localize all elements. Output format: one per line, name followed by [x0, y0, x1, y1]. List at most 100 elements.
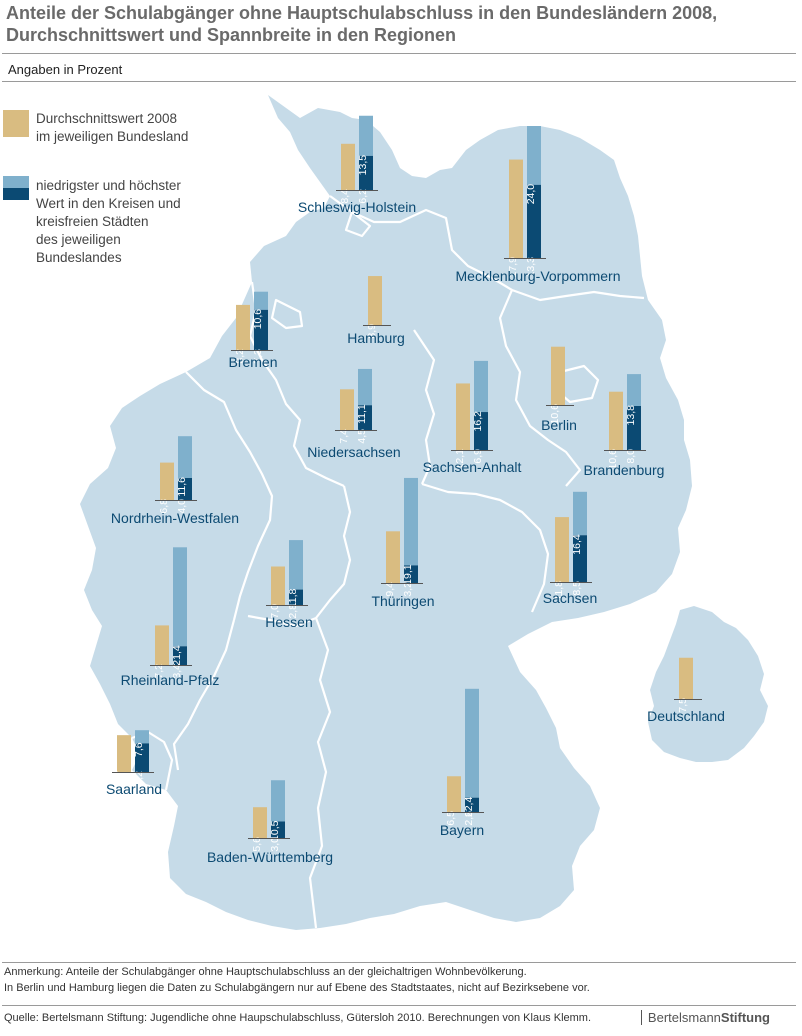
legend-range-line-1: niedrigster und höchster — [36, 178, 181, 193]
bar-minimum-hessen — [289, 589, 303, 605]
region-label-niedersachsen: Niedersachsen — [307, 444, 400, 460]
border-north-belt — [329, 195, 645, 302]
bar-minimum-sachsen-anhalt — [474, 412, 488, 450]
bar-average-bayern — [447, 776, 461, 812]
value-average-deutschland: 7,5 — [677, 698, 689, 713]
bar-maximum-niedersachsen — [358, 368, 372, 406]
bar-minimum-rheinland-pfalz — [173, 646, 187, 665]
bar-minimum-nordrhein-westfalen — [178, 478, 192, 500]
border-bayern-bw — [308, 617, 332, 929]
border-hamburg — [344, 210, 372, 238]
value-minimum-sachsen-anhalt: 6,9 — [472, 449, 484, 464]
bar-average-sachsen-anhalt — [456, 383, 470, 450]
value-average-niedersachsen: 7,4 — [338, 429, 350, 444]
value-maximum-nordrhein-westfalen: 11,6 — [176, 477, 188, 497]
region-label-mecklenburg-vorpommern: Mecklenburg-Vorpommern — [456, 268, 621, 284]
value-average-schleswig-holstein: 8,4 — [339, 189, 351, 204]
value-maximum-sachsen-anhalt: 16,2 — [472, 411, 484, 432]
bar-maximum-mecklenburg-vorpommern — [527, 126, 541, 185]
bar-maximum-nordrhein-westfalen — [178, 436, 192, 478]
legend-min-swatch — [3, 188, 29, 200]
bar-maximum-saarland — [135, 730, 149, 744]
legend-average-label: Durchschnittswert 2008 im jeweiligen Bun… — [36, 110, 188, 146]
bar-maximum-sachsen-anhalt — [474, 360, 488, 413]
value-minimum-saarland: 5,2 — [133, 771, 145, 786]
chart-subtitle: Angaben in Prozent — [8, 62, 123, 77]
region-label-rheinland-pfalz: Rheinland-Pfalz — [121, 672, 220, 688]
value-minimum-schleswig-holstein: 6,2 — [357, 189, 369, 204]
bar-maximum-sachsen — [573, 491, 587, 536]
border-niedersachsen-nrw — [248, 281, 345, 488]
value-maximum-mecklenburg-vorpommern: 24,0 — [525, 184, 537, 205]
brand-name-part-1: Bertelsmann — [647, 1010, 721, 1025]
region-label-bayern: Bayern — [440, 822, 484, 838]
value-average-mecklenburg-vorpommern: 17,9 — [507, 257, 519, 278]
bar-minimum-sachsen — [573, 535, 587, 582]
chart-title-line-1: Anteile der Schulabgänger ohne Hauptschu… — [6, 3, 718, 23]
bar-average-sachsen — [555, 517, 569, 582]
value-minimum-brandenburg: 8,0 — [625, 449, 637, 464]
bar-average-thueringen — [386, 531, 400, 583]
value-minimum-rheinland-pfalz: 3,4 — [171, 664, 183, 679]
brand-logo: BertelsmannStiftung — [640, 1010, 770, 1025]
value-minimum-bremen: 7,3 — [252, 349, 264, 364]
value-maximum-rheinland-pfalz: 21,4 — [171, 645, 183, 666]
subtitle-divider — [2, 81, 796, 82]
bar-minimum-saarland — [135, 743, 149, 772]
legend-range-line-3: kreisfreien Städten — [36, 214, 149, 229]
value-average-saarland: 6,7 — [115, 771, 127, 786]
value-maximum-sachsen: 16,4 — [571, 534, 583, 555]
value-average-hamburg: 8,9 — [366, 324, 378, 339]
bar-maximum-schleswig-holstein — [359, 115, 373, 156]
region-label-berlin: Berlin — [541, 417, 577, 433]
source-divider — [2, 1005, 796, 1006]
region-label-schleswig-holstein: Schleswig-Holstein — [298, 199, 416, 215]
deutschland-inset-map-shape — [648, 606, 768, 762]
border-rlp-bw — [172, 619, 236, 771]
border-hessen-thueringen — [247, 485, 352, 628]
border-hessen-west — [185, 371, 274, 621]
legend-average-swatch — [3, 110, 29, 137]
bar-average-baden-wuerttemberg — [253, 807, 267, 838]
bar-average-berlin — [551, 346, 565, 405]
value-maximum-schleswig-holstein: 13,5 — [357, 155, 369, 176]
value-maximum-hessen: 11,8 — [287, 588, 299, 608]
chart-title-line-2: Durchschnittswert und Spannbreite in den… — [6, 25, 457, 45]
value-average-hessen: 7,0 — [269, 604, 281, 619]
bar-average-hessen — [271, 566, 285, 605]
bar-maximum-brandenburg — [627, 374, 641, 406]
state-borders — [131, 195, 645, 929]
value-average-nordrhein-westfalen: 6,8 — [158, 499, 170, 514]
bar-maximum-thueringen — [404, 477, 418, 566]
region-label-sachsen: Sachsen — [543, 590, 597, 606]
value-minimum-sachsen: 8,5 — [571, 581, 583, 596]
value-maximum-niedersachsen: 11,1 — [356, 404, 368, 424]
value-average-baden-wuerttemberg: 5,6 — [251, 837, 263, 852]
source-note: Quelle: Bertelsmann Stiftung: Jugendlich… — [4, 1012, 592, 1024]
value-minimum-hessen: 2,8 — [287, 604, 299, 619]
value-average-bayern: 6,5 — [445, 811, 457, 826]
border-thueringen-south — [421, 482, 550, 613]
bar-minimum-bayern — [465, 797, 479, 812]
bar-average-niedersachsen — [340, 389, 354, 430]
region-label-thueringen: Thüringen — [371, 593, 434, 609]
brand-name-part-2: Stiftung — [720, 1010, 770, 1025]
title-divider — [2, 53, 796, 54]
footnote-line-1: Anmerkung: Anteile der Schulabgänger ohn… — [4, 966, 527, 978]
legend-range-label: niedrigster und höchster Wert in den Kre… — [36, 177, 181, 267]
value-maximum-saarland: 7,6 — [133, 742, 145, 757]
legend-range-line-2: Wert in den Kreisen und — [36, 196, 181, 211]
bar-minimum-mecklenburg-vorpommern — [527, 184, 541, 258]
value-minimum-thueringen: 3,2 — [402, 582, 414, 597]
